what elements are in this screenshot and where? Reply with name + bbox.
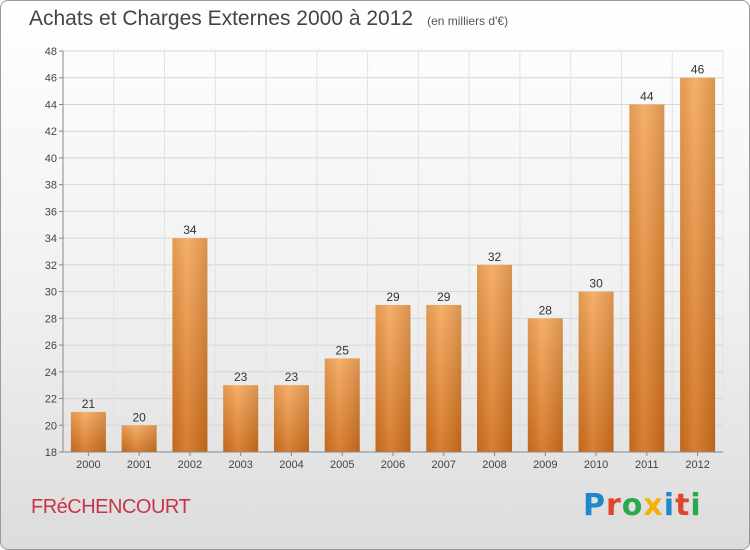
x-tick-label: 2000 xyxy=(76,459,100,471)
y-tick-label: 30 xyxy=(45,287,57,299)
x-tick-label: 2011 xyxy=(635,459,659,471)
bar-shade xyxy=(477,264,513,452)
bar-shade xyxy=(527,318,563,452)
data-label: 30 xyxy=(589,277,603,291)
bar-shade xyxy=(375,304,411,452)
bar-shade xyxy=(121,425,157,452)
unit-note: (en milliers d'€) xyxy=(427,14,509,28)
data-label: 32 xyxy=(488,250,502,264)
data-label: 25 xyxy=(336,343,350,357)
bar-shade xyxy=(223,385,259,452)
x-tick-label: 2012 xyxy=(685,459,709,471)
proxiti-logo: Proxiti xyxy=(583,488,702,523)
y-tick-label: 24 xyxy=(45,367,57,379)
x-tick-label: 2007 xyxy=(432,459,456,471)
y-tick-label: 26 xyxy=(45,340,57,352)
y-tick-label: 40 xyxy=(45,153,57,165)
y-tick-label: 46 xyxy=(45,73,57,85)
data-label: 29 xyxy=(437,290,451,304)
logo-letter: i xyxy=(663,488,676,523)
logo-letter: P xyxy=(583,488,606,523)
y-tick-label: 34 xyxy=(45,233,57,245)
data-label: 21 xyxy=(82,397,96,411)
x-tick-label: 2001 xyxy=(127,459,151,471)
data-label: 28 xyxy=(539,303,553,317)
bar-shade xyxy=(172,238,208,452)
data-label: 20 xyxy=(132,410,146,424)
y-tick-label: 42 xyxy=(45,126,57,138)
logo-letter: x xyxy=(643,488,664,523)
axes: 18 20 22 24 26 28 30 32 34 36 38 40 42 44 46 48 2000 2001… xyxy=(45,46,723,471)
y-tick-label: 18 xyxy=(45,447,57,459)
bar-shade xyxy=(324,358,360,452)
chart-title: Achats et Charges Externes 2000 à 2012 (e… xyxy=(29,7,508,31)
town-name: FRéCHENCOURT xyxy=(31,496,191,518)
logo-letter: r xyxy=(606,488,622,523)
logo-letter: o xyxy=(621,488,644,523)
logo-letter: i xyxy=(690,488,702,523)
data-label: 34 xyxy=(183,223,197,237)
bar-shade xyxy=(629,104,665,452)
y-tick-label: 28 xyxy=(45,313,57,325)
bar-shade xyxy=(426,304,462,452)
chart-title-text: Achats et Charges Externes 2000 à 2012 xyxy=(29,7,414,30)
y-tick-label: 22 xyxy=(45,394,57,406)
x-tick-label: 2009 xyxy=(533,459,557,471)
data-label: 44 xyxy=(640,89,654,103)
x-tick-label: 2004 xyxy=(279,459,303,471)
y-tick-label: 36 xyxy=(45,206,57,218)
x-tick-label: 2006 xyxy=(381,459,405,471)
y-tick-label: 44 xyxy=(45,99,57,111)
bar-shade xyxy=(70,411,106,452)
bar-shade xyxy=(578,291,614,452)
data-label: 29 xyxy=(386,290,400,304)
data-label: 23 xyxy=(234,370,248,384)
y-tick-label: 48 xyxy=(45,46,57,58)
y-tick-label: 32 xyxy=(45,260,57,272)
bar-shade xyxy=(680,77,716,452)
x-tick-label: 2002 xyxy=(178,459,202,471)
y-tick-label: 38 xyxy=(45,180,57,192)
x-tick-label: 2005 xyxy=(330,459,354,471)
x-tick-label: 2003 xyxy=(228,459,252,471)
data-label: 23 xyxy=(285,370,299,384)
logo-letter: t xyxy=(675,488,691,523)
bar-shade xyxy=(273,385,309,452)
y-tick-label: 20 xyxy=(45,420,57,432)
x-tick-label: 2010 xyxy=(584,459,608,471)
data-label: 46 xyxy=(691,63,705,77)
x-tick-label: 2008 xyxy=(482,459,506,471)
bars: 21 20 34 23 23 25 29 29 32 28 30 44 46 xyxy=(70,63,716,452)
